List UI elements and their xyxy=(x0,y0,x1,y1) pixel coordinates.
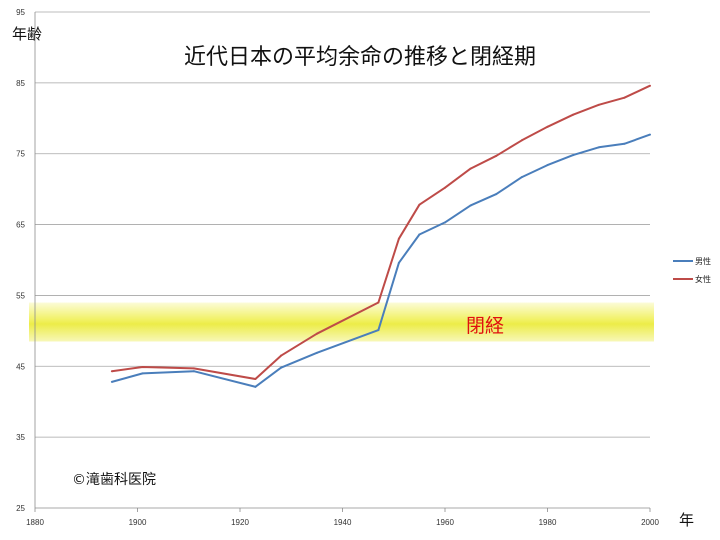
x-tick-label: 1920 xyxy=(231,518,249,527)
data-point-male xyxy=(649,133,651,136)
data-point-male xyxy=(110,380,113,383)
data-point-female xyxy=(315,332,318,335)
y-tick-label: 25 xyxy=(16,504,25,513)
data-point-male xyxy=(280,366,282,369)
data-point-male xyxy=(377,329,380,332)
copyright-text: ©滝歯科医院 xyxy=(72,472,156,488)
data-point-female xyxy=(141,365,144,368)
data-point-male xyxy=(623,142,626,145)
data-point-female xyxy=(649,84,651,87)
axes xyxy=(34,12,651,512)
data-point-female xyxy=(377,301,380,304)
y-tick-label: 75 xyxy=(16,150,25,159)
data-point-male xyxy=(254,385,257,388)
data-point-male xyxy=(141,372,144,375)
data-point-female xyxy=(110,370,113,373)
data-point-female xyxy=(418,203,421,206)
data-point-male xyxy=(444,221,446,224)
data-point-male xyxy=(495,193,498,196)
x-axis-label: 年 xyxy=(679,511,694,529)
data-point-female xyxy=(572,113,575,116)
y-tick-label: 95 xyxy=(16,8,25,17)
y-tick-labels: 25 35 45 55 65 75 85 95 xyxy=(16,8,25,513)
x-tick-label: 1900 xyxy=(129,518,147,527)
data-point-male xyxy=(597,146,600,149)
data-point-male xyxy=(418,233,421,236)
data-point-male xyxy=(469,204,472,207)
x-tick-label: 2000 xyxy=(641,518,659,527)
y-tick-label: 55 xyxy=(16,291,25,300)
series-lines xyxy=(110,84,651,388)
data-point-female xyxy=(546,125,549,128)
data-point-female xyxy=(623,96,626,99)
data-point-female xyxy=(192,367,195,370)
y-axis-label: 年齢 xyxy=(12,25,42,43)
series-line-male xyxy=(111,133,651,388)
x-tick-labels: 1880 1900 1920 1940 1960 1980 2000 xyxy=(26,518,659,527)
data-point-male xyxy=(315,351,318,354)
y-tick-label: 85 xyxy=(16,79,25,88)
legend-label-female: 女性 xyxy=(695,274,711,284)
data-point-female xyxy=(469,167,472,170)
chart-title: 近代日本の平均余命の推移と閉経期 xyxy=(184,45,536,70)
menopause-label: 閉経 xyxy=(466,315,504,337)
data-point-female xyxy=(495,154,498,157)
gridlines xyxy=(35,11,650,438)
legend-label-male: 男性 xyxy=(695,256,711,266)
data-point-male xyxy=(397,261,400,264)
data-point-female xyxy=(444,186,446,189)
y-tick-label: 45 xyxy=(16,362,25,371)
data-point-female xyxy=(254,378,257,381)
x-tick-label: 1980 xyxy=(539,518,557,527)
y-tick-label: 35 xyxy=(16,433,25,442)
series-line-female xyxy=(111,84,651,380)
data-point-female xyxy=(597,103,600,106)
data-point-male xyxy=(546,164,549,167)
data-point-male xyxy=(520,176,523,179)
data-point-male xyxy=(192,370,195,373)
y-tick-label: 65 xyxy=(16,221,25,230)
data-point-male xyxy=(572,154,575,157)
data-point-female xyxy=(280,354,282,357)
x-tick-label: 1940 xyxy=(334,518,352,527)
x-tick-label: 1880 xyxy=(26,518,44,527)
data-point-female xyxy=(397,237,400,240)
x-tick-label: 1960 xyxy=(436,518,454,527)
data-point-female xyxy=(520,139,523,142)
